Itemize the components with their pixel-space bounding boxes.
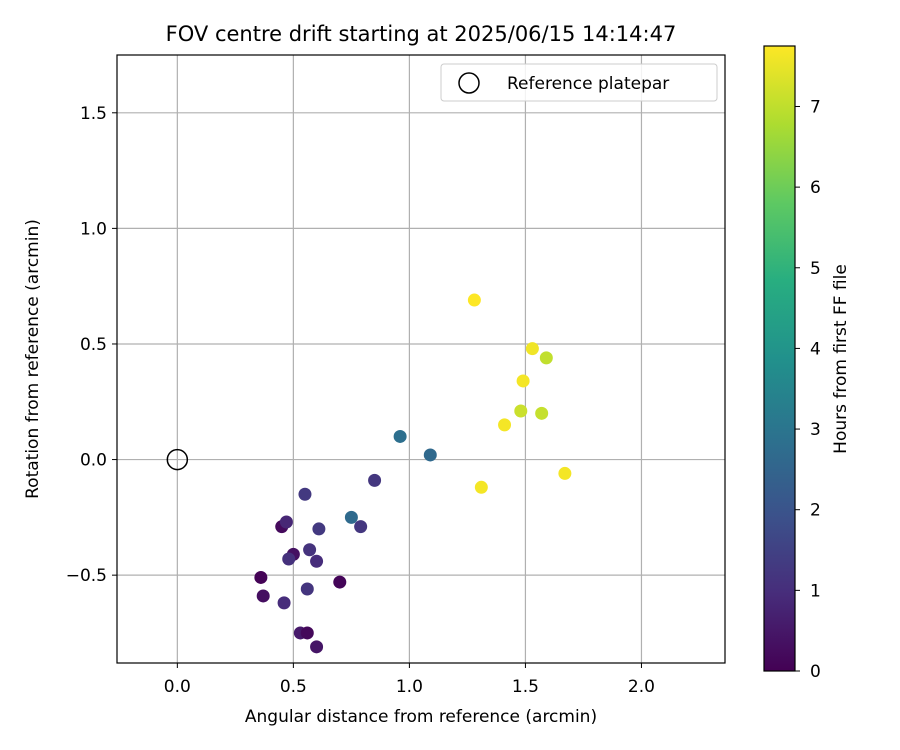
data-point [423, 448, 437, 462]
colorbar-tick-label: 2 [810, 501, 821, 521]
colorbar-tick-label: 3 [810, 420, 821, 440]
data-point [303, 543, 317, 557]
y-tick-label: 0.0 [80, 451, 107, 471]
plot-frame [116, 54, 726, 664]
data-point [298, 487, 312, 501]
data-point [344, 510, 358, 524]
colorbar-gradient [763, 45, 796, 672]
x-tick-label: 0.0 [164, 677, 191, 697]
colorbar-tick-label: 7 [810, 97, 821, 117]
data-point [277, 596, 291, 610]
y-axis-ticks: −0.5 0.0 0.5 1.0 1.5 [66, 104, 117, 586]
data-point [525, 342, 539, 356]
y-tick-label: 1.0 [80, 219, 107, 239]
data-point [333, 575, 347, 589]
colorbar: 0 1 2 3 4 5 6 7 Hours from first FF file [763, 45, 851, 682]
x-tick-label: 0.5 [280, 677, 307, 697]
legend-box [440, 63, 718, 102]
data-point [516, 374, 530, 388]
data-point [535, 406, 549, 420]
colorbar-tick-label: 6 [810, 178, 821, 198]
data-point [312, 522, 326, 536]
data-point [256, 589, 270, 603]
x-tick-label: 2.0 [628, 677, 655, 697]
colorbar-tick-label: 4 [810, 339, 821, 359]
y-axis-label: Rotation from reference (arcmin) [23, 219, 43, 499]
data-point [279, 515, 293, 529]
colorbar-tick-label: 5 [810, 259, 821, 279]
legend: Reference platepar [440, 63, 718, 102]
x-axis-label: Angular distance from reference (arcmin) [245, 707, 597, 727]
data-point [354, 520, 368, 534]
chart-title: FOV centre drift starting at 2025/06/15 … [166, 22, 677, 46]
data-point [254, 570, 268, 584]
data-point [498, 418, 512, 432]
colorbar-label: Hours from first FF file [831, 264, 851, 454]
data-point [310, 554, 324, 568]
colorbar-tick-label: 1 [810, 581, 821, 601]
colorbar-ticks: 0 1 2 3 4 5 6 7 [795, 97, 821, 682]
x-axis-ticks: 0.0 0.5 1.0 1.5 2.0 [164, 663, 655, 697]
x-tick-label: 1.5 [512, 677, 539, 697]
data-point [282, 552, 296, 566]
x-tick-label: 1.0 [396, 677, 423, 697]
legend-label: Reference platepar [507, 74, 669, 94]
data-point [474, 480, 488, 494]
reference-layer [166, 448, 189, 471]
data-point [368, 473, 382, 487]
y-tick-label: 0.5 [80, 335, 107, 355]
data-point [393, 429, 407, 443]
points-layer [254, 293, 572, 654]
data-point [539, 351, 553, 365]
data-point [558, 466, 572, 480]
legend-marker [458, 72, 480, 94]
data-point [310, 640, 324, 654]
data-point [300, 582, 314, 596]
colorbar-tick-label: 0 [810, 662, 821, 682]
data-point [514, 404, 528, 418]
y-tick-label: 1.5 [80, 104, 107, 124]
data-point [300, 626, 314, 640]
y-tick-label: −0.5 [66, 566, 107, 586]
grid [117, 55, 725, 663]
reference-platepar-marker [166, 448, 189, 471]
data-point [467, 293, 481, 307]
